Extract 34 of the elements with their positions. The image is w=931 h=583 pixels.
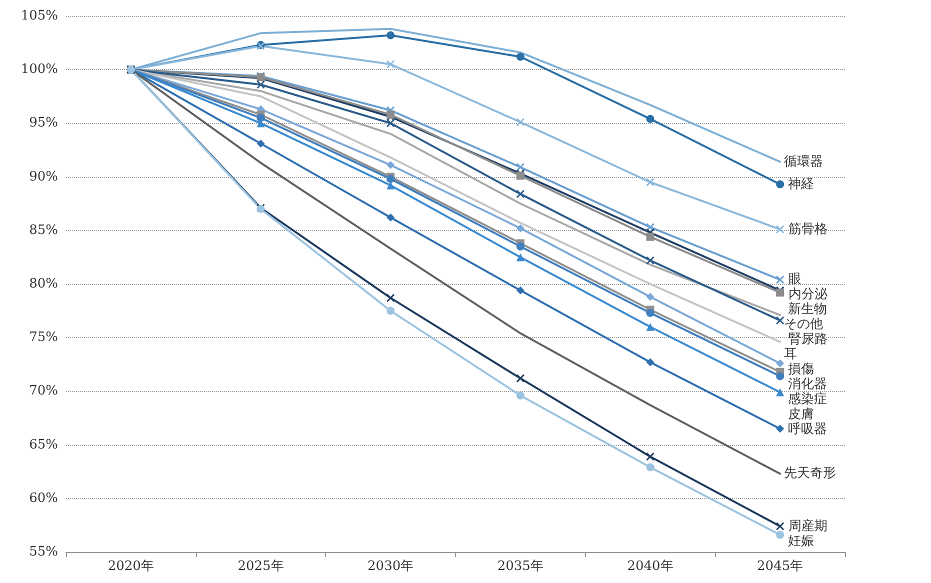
series-label: 眼 bbox=[788, 272, 802, 288]
series-label: 筋骨格 bbox=[788, 222, 828, 237]
series-label: 耳 bbox=[784, 347, 798, 362]
y-tick-label: 100% bbox=[20, 62, 58, 78]
series-label: 先天奇形 bbox=[784, 466, 836, 482]
y-tick-label: 55% bbox=[29, 544, 58, 560]
y-tick-label: 80% bbox=[29, 276, 58, 292]
series-label: 損傷 bbox=[788, 362, 814, 378]
series-label: 妊娠 bbox=[788, 534, 814, 549]
y-tick-label: 60% bbox=[29, 490, 58, 506]
y-tick-label: 105% bbox=[20, 8, 58, 24]
series-label: 周産期 bbox=[788, 518, 828, 534]
x-tick-label: 2030年 bbox=[368, 559, 414, 574]
x-tick-label: 2035年 bbox=[497, 559, 544, 574]
series-label: 新生物 bbox=[788, 302, 828, 318]
series-label: 消化器 bbox=[788, 377, 828, 392]
series-label: 内分泌 bbox=[788, 287, 828, 302]
y-tick-label: 85% bbox=[29, 222, 58, 238]
x-tick-label: 2020年 bbox=[108, 559, 154, 574]
series-label: 皮膚 bbox=[788, 407, 814, 422]
x-tick-label: 2045年 bbox=[757, 559, 804, 574]
series-label: 呼吸器 bbox=[788, 422, 828, 438]
series-label: 感染症 bbox=[788, 392, 828, 408]
y-tick-label: 70% bbox=[29, 384, 58, 399]
y-tick-label: 75% bbox=[29, 330, 58, 346]
y-tick-label: 65% bbox=[29, 437, 58, 452]
series-label: その他 bbox=[784, 317, 824, 332]
series-label: 腎尿路 bbox=[788, 332, 828, 348]
y-tick-label: 95% bbox=[29, 116, 58, 131]
series-label: 神経 bbox=[788, 176, 814, 192]
x-tick-label: 2040年 bbox=[627, 559, 674, 574]
y-tick-label: 90% bbox=[29, 169, 58, 184]
series-label: 循環器 bbox=[784, 154, 824, 170]
x-tick-label: 2025年 bbox=[238, 559, 284, 574]
